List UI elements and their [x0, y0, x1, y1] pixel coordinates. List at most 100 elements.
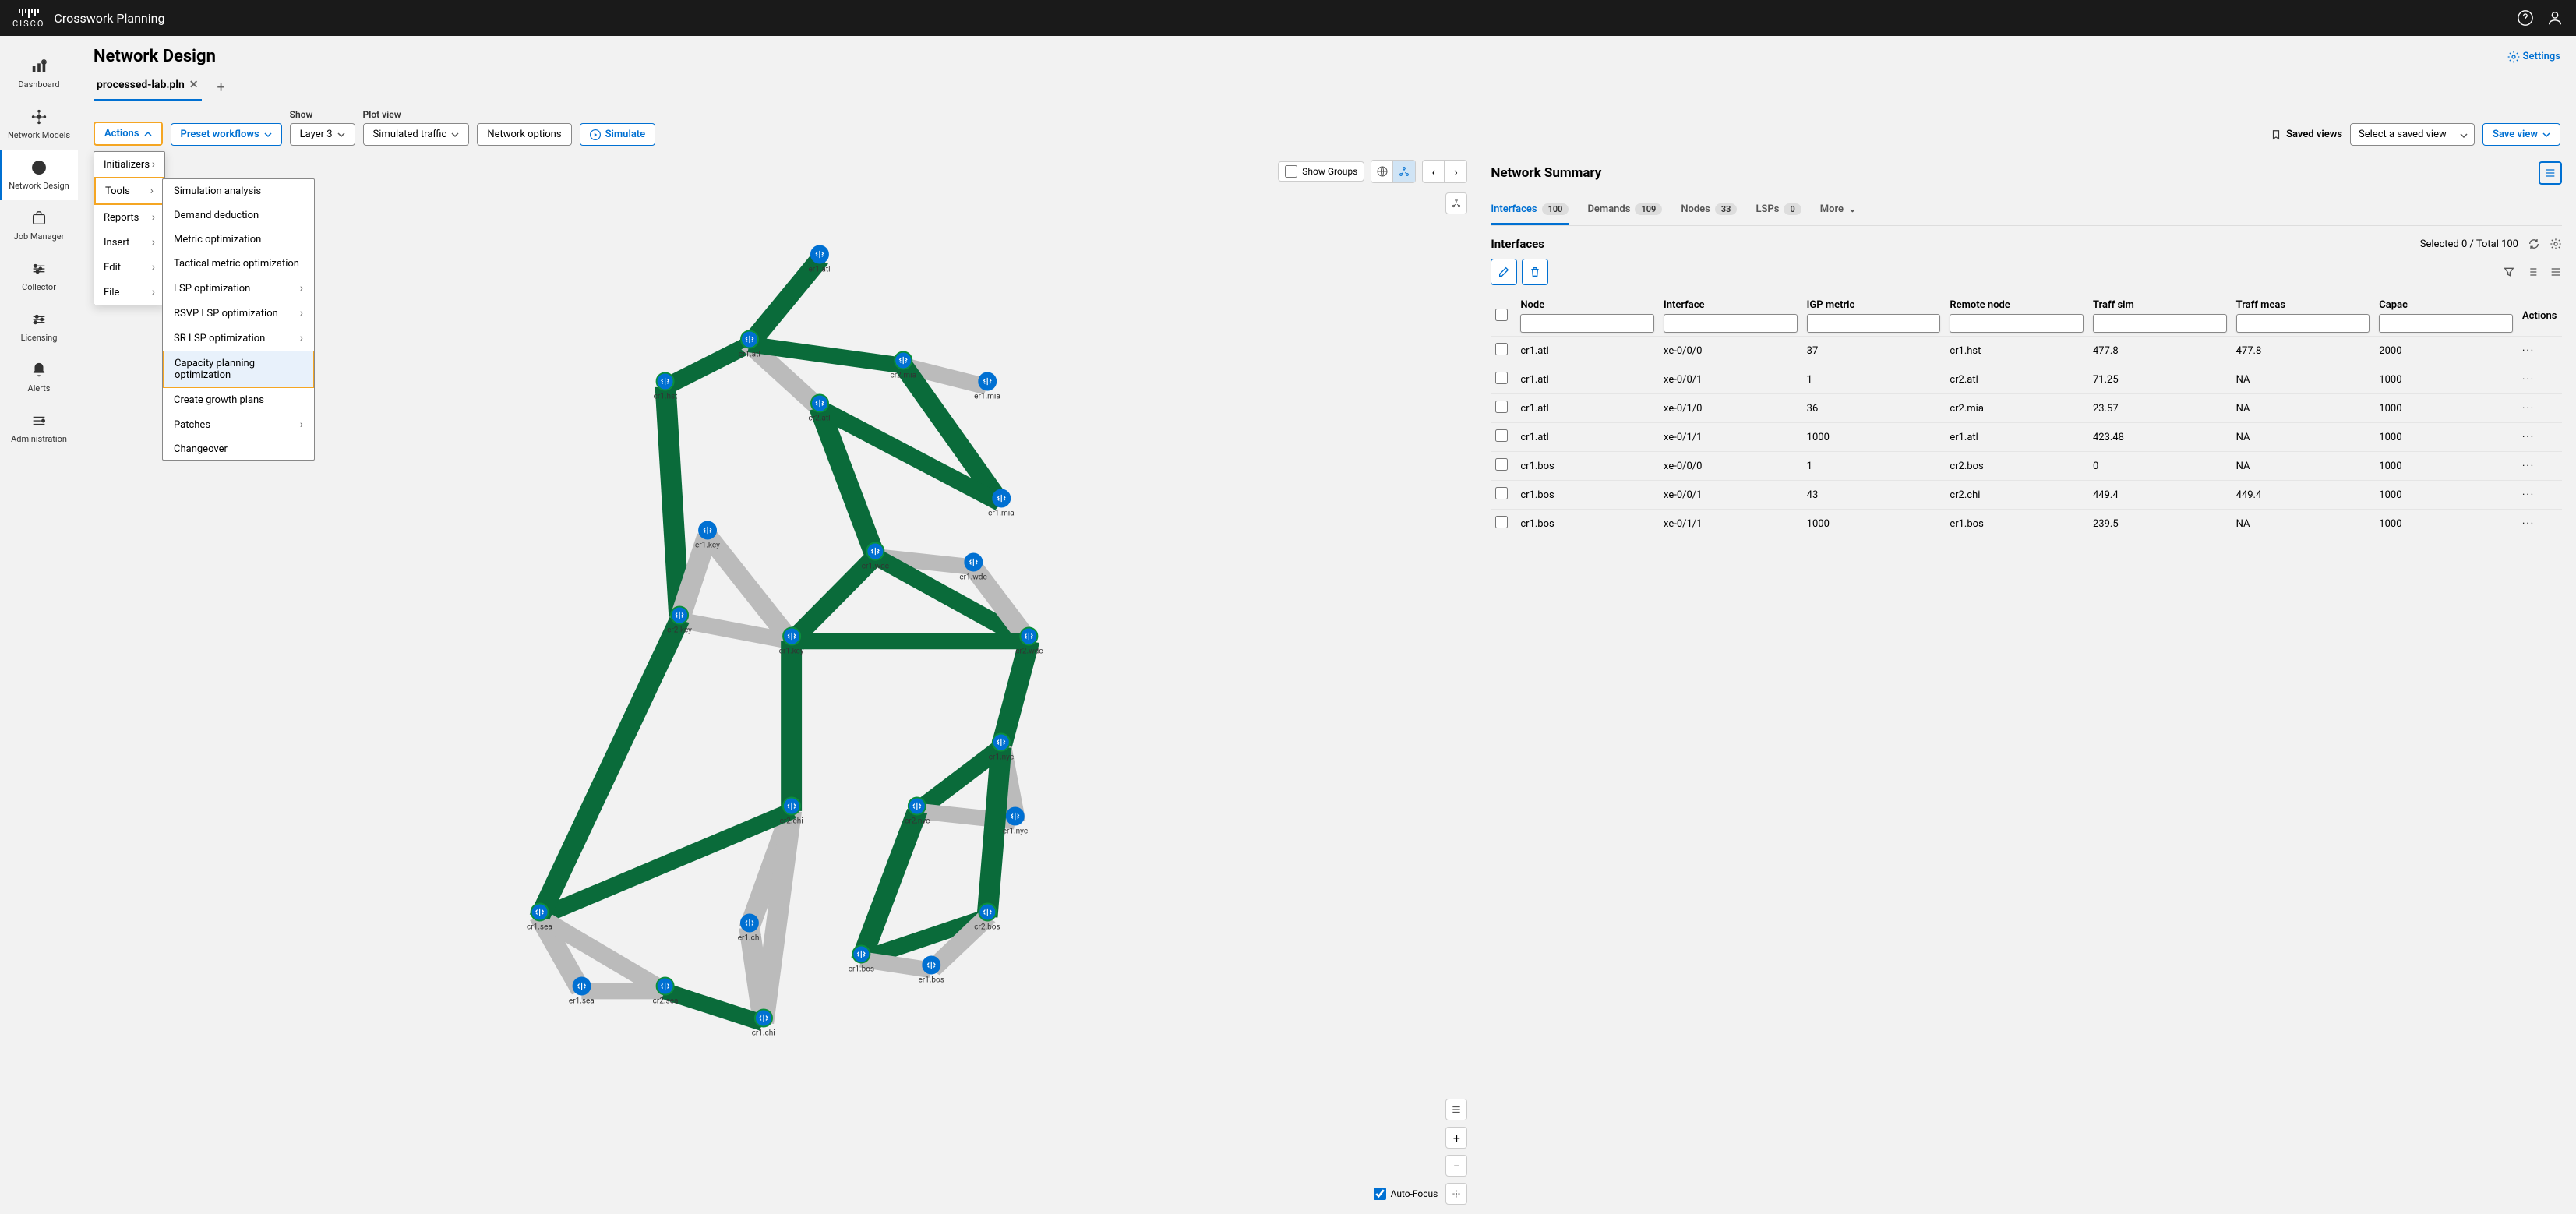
sidebar-item-network-design[interactable]: Network Design — [0, 150, 78, 200]
sidebar-item-administration[interactable]: Administration — [0, 403, 78, 453]
sidebar-item-job-manager[interactable]: Job Manager — [0, 200, 78, 251]
node-er1.wdc[interactable]: er1.wdc — [959, 552, 986, 581]
show-select[interactable]: Layer 3 — [290, 123, 355, 146]
tools-item-5[interactable]: RSVP LSP optimization› — [163, 301, 314, 326]
prev-button[interactable]: ‹ — [1423, 161, 1445, 182]
topology-view-button[interactable] — [1393, 161, 1415, 182]
saved-view-select[interactable]: Select a saved view — [2350, 123, 2475, 146]
node-cr1.atl[interactable]: cr1.atl — [739, 330, 760, 358]
sidebar-item-network-models[interactable]: Network Models — [0, 99, 78, 150]
row-checkbox[interactable] — [1495, 401, 1508, 413]
filter-node[interactable] — [1520, 314, 1654, 333]
node-cr1.wdc[interactable]: cr1.wdc — [862, 542, 889, 571]
node-cr2.chi[interactable]: cr2.chi — [780, 796, 803, 825]
sidebar-item-alerts[interactable]: Alerts — [0, 352, 78, 403]
user-icon[interactable] — [2546, 9, 2564, 26]
filter-icon[interactable] — [2503, 266, 2515, 278]
col-traff-meas[interactable]: Traff meas — [2232, 293, 2375, 337]
node-er1.nyc[interactable]: er1.nyc — [1003, 807, 1028, 836]
row-actions-button[interactable]: ··· — [2522, 518, 2535, 530]
node-er1.kcy[interactable]: er1.kcy — [695, 521, 720, 549]
summary-tab-interfaces[interactable]: Interfaces100 — [1491, 200, 1569, 225]
add-tab-button[interactable]: + — [211, 79, 231, 96]
file-tab[interactable]: processed-lab.pln ✕ — [94, 74, 202, 101]
summary-tab-lsps[interactable]: LSPs0 — [1756, 200, 1801, 225]
row-checkbox[interactable] — [1495, 372, 1508, 384]
select-all-checkbox[interactable] — [1495, 309, 1508, 321]
tools-item-8[interactable]: Create growth plans — [163, 388, 314, 412]
sidebar-item-licensing[interactable]: Licensing — [0, 302, 78, 352]
row-actions-button[interactable]: ··· — [2522, 403, 2535, 415]
settings-link[interactable]: Settings — [2507, 51, 2560, 63]
delete-row-button[interactable] — [1522, 259, 1548, 285]
table-row[interactable]: cr1.bosxe-0/0/01cr2.bos0NA1000··· — [1491, 452, 2562, 481]
node-cr1.mia[interactable]: cr1.mia — [988, 489, 1015, 518]
row-actions-button[interactable]: ··· — [2522, 345, 2535, 357]
tools-item-7[interactable]: Capacity planning optimization — [163, 351, 314, 388]
node-cr1.sea[interactable]: cr1.sea — [527, 902, 552, 931]
auto-focus-toggle[interactable]: Auto-Focus — [1374, 1188, 1438, 1200]
tools-item-9[interactable]: Patches› — [163, 412, 314, 437]
menu-initializers[interactable]: Initializers› — [94, 152, 164, 177]
col-traff-sim[interactable]: Traff sim — [2088, 293, 2232, 337]
show-groups-toggle[interactable]: Show Groups — [1278, 161, 1364, 182]
menu-icon[interactable] — [2550, 266, 2562, 278]
table-row[interactable]: cr1.bosxe-0/0/143cr2.chi449.4449.41000··… — [1491, 481, 2562, 510]
filter-remote-node[interactable] — [1950, 314, 2084, 333]
plot-select[interactable]: Simulated traffic — [363, 123, 470, 146]
list-icon-button[interactable] — [1445, 1099, 1467, 1120]
list-icon[interactable] — [2526, 266, 2539, 278]
zoom-out-button[interactable]: − — [1445, 1155, 1467, 1177]
tools-item-1[interactable]: Demand deduction — [163, 203, 314, 228]
col-interface[interactable]: Interface — [1659, 293, 1802, 337]
filter-interface[interactable] — [1664, 314, 1798, 333]
node-er1.sea[interactable]: er1.sea — [569, 977, 595, 1006]
tools-item-3[interactable]: Tactical metric optimization — [163, 252, 314, 276]
node-er1.chi[interactable]: er1.chi — [738, 913, 761, 942]
help-icon[interactable] — [2517, 9, 2534, 26]
filter-capac[interactable] — [2379, 314, 2513, 333]
row-checkbox[interactable] — [1495, 458, 1508, 471]
refresh-icon[interactable] — [2528, 238, 2540, 250]
menu-tools[interactable]: Tools› Simulation analysisDemand deducti… — [94, 177, 164, 205]
row-checkbox[interactable] — [1495, 516, 1508, 528]
network-options-button[interactable]: Network options — [477, 123, 571, 146]
row-actions-button[interactable]: ··· — [2522, 374, 2535, 386]
row-actions-button[interactable]: ··· — [2522, 432, 2535, 443]
table-row[interactable]: cr1.atlxe-0/0/11cr2.atl71.25NA1000··· — [1491, 365, 2562, 394]
close-icon[interactable]: ✕ — [189, 79, 199, 91]
save-view-button[interactable]: Save view — [2482, 123, 2560, 146]
node-cr1.nyc[interactable]: cr1.nyc — [989, 733, 1014, 762]
filter-igp-metric[interactable] — [1807, 314, 1941, 333]
sidebar-item-dashboard[interactable]: Dashboard — [0, 48, 78, 99]
simulate-button[interactable]: Simulate — [580, 123, 656, 146]
zoom-in-button[interactable]: + — [1445, 1127, 1467, 1149]
col-remote-node[interactable]: Remote node — [1945, 293, 2088, 337]
row-checkbox[interactable] — [1495, 429, 1508, 442]
node-er1.mia[interactable]: er1.mia — [974, 372, 1000, 401]
tree-icon-button[interactable] — [1445, 192, 1467, 214]
tools-item-2[interactable]: Metric optimization — [163, 228, 314, 252]
summary-tab-demands[interactable]: Demands109 — [1587, 200, 1662, 225]
node-cr1.bos[interactable]: cr1.bos — [849, 945, 874, 974]
tools-item-6[interactable]: SR LSP optimization› — [163, 326, 314, 351]
globe-view-button[interactable] — [1371, 161, 1393, 182]
node-er1.bos[interactable]: er1.bos — [918, 955, 944, 984]
tools-item-0[interactable]: Simulation analysis — [163, 179, 314, 203]
menu-reports[interactable]: Reports› — [94, 205, 164, 230]
edit-row-button[interactable] — [1491, 259, 1517, 285]
summary-tab-nodes[interactable]: Nodes33 — [1681, 200, 1737, 225]
actions-button[interactable]: Actions — [94, 122, 163, 146]
tools-item-4[interactable]: LSP optimization› — [163, 276, 314, 301]
list-toggle-button[interactable] — [2539, 161, 2562, 185]
menu-insert[interactable]: Insert› — [94, 230, 164, 255]
table-row[interactable]: cr1.atlxe-0/1/11000er1.atl423.48NA1000··… — [1491, 423, 2562, 452]
filter-traff-meas[interactable] — [2236, 314, 2370, 333]
row-actions-button[interactable]: ··· — [2522, 489, 2535, 501]
tools-item-10[interactable]: Changeover — [163, 437, 314, 460]
table-row[interactable]: cr1.bosxe-0/1/11000er1.bos239.5NA1000··· — [1491, 510, 2562, 538]
table-row[interactable]: cr1.atlxe-0/0/037cr1.hst477.8477.82000··… — [1491, 337, 2562, 365]
node-cr2.kcy[interactable]: cr2.kcy — [667, 605, 692, 634]
menu-edit[interactable]: Edit› — [94, 255, 164, 280]
row-checkbox[interactable] — [1495, 343, 1508, 355]
